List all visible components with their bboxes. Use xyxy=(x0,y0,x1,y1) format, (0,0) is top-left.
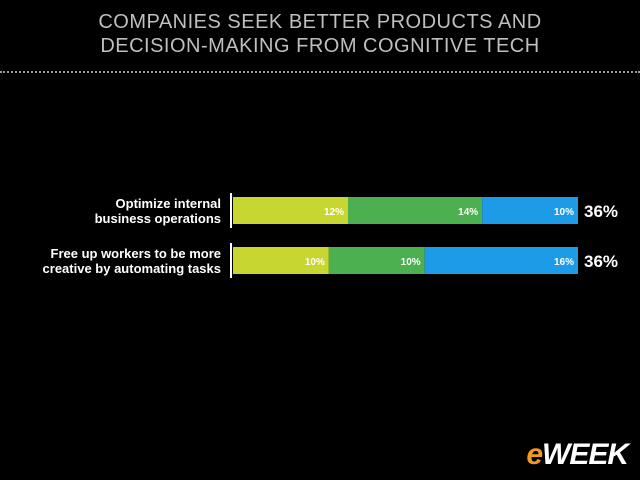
bar-segment xyxy=(233,247,329,274)
segment-value-label: 10% xyxy=(401,257,421,268)
segment-value-label: 10% xyxy=(554,207,574,218)
bar-segment xyxy=(424,247,578,274)
segment-value-label: 14% xyxy=(458,207,478,218)
total-label: 36% xyxy=(584,252,618,271)
bar-segment xyxy=(328,247,425,274)
segment-value-label: 16% xyxy=(554,257,574,268)
category-label-line: creative by automating tasks xyxy=(43,261,221,276)
category-label-line: Optimize internal xyxy=(116,196,221,211)
bar-segment xyxy=(348,197,483,224)
category-label: Free up workers to be more creative by au… xyxy=(43,246,221,276)
segment-value-label: 12% xyxy=(324,207,344,218)
bar-segment xyxy=(482,197,578,224)
stacked-bar-chart: Optimize internal business operations 12% 1… xyxy=(43,193,618,278)
category-label-line: Free up workers to be more xyxy=(51,246,222,261)
total-label: 36% xyxy=(584,202,618,221)
eweek-logo: eWEEK xyxy=(526,438,629,472)
title-divider xyxy=(0,71,640,73)
logo-word: WEEK xyxy=(542,438,629,471)
bar-segment xyxy=(233,197,348,224)
category-label-line: business operations xyxy=(95,211,221,226)
category-label: Optimize internal business operations xyxy=(95,196,221,226)
logo-e: e xyxy=(526,438,543,471)
slide-title-line-1: COMPANIES SEEK BETTER PRODUCTS AND xyxy=(98,11,542,33)
slide-title-line-2: DECISION-MAKING FROM COGNITIVE TECH xyxy=(100,35,540,57)
slide-title: COMPANIES SEEK BETTER PRODUCTS AND DECIS… xyxy=(0,10,640,58)
segment-value-label: 10% xyxy=(305,257,325,268)
